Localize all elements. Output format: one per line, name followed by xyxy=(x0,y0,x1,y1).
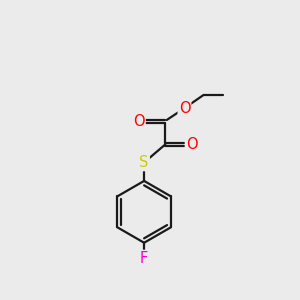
Text: O: O xyxy=(186,137,198,152)
Text: O: O xyxy=(133,114,145,129)
Text: F: F xyxy=(140,251,148,266)
Text: S: S xyxy=(140,155,149,170)
Text: O: O xyxy=(178,101,190,116)
